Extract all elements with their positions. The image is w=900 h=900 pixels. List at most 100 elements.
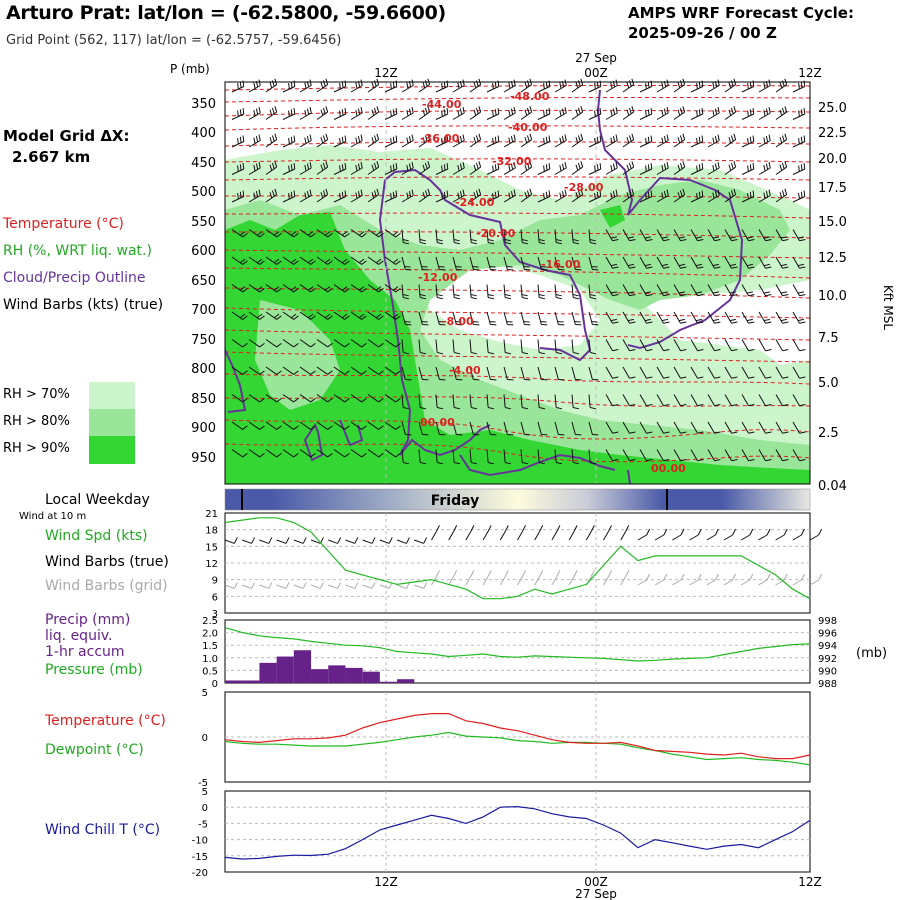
wind-barb: [316, 394, 328, 403]
wind-barb: [265, 194, 277, 203]
wind-barb-feather: [242, 370, 248, 375]
wind-barb: [401, 229, 404, 243]
wind-barb-feather: [610, 82, 613, 89]
wind-barb-feather: [730, 107, 734, 114]
wind-barb: [333, 311, 345, 320]
wind-barb: [605, 167, 618, 175]
wind-barb-feather: [663, 266, 670, 269]
wind-barb-feather: [478, 106, 482, 113]
wind-barb: [299, 85, 312, 93]
wind-barb-feather: [572, 238, 579, 242]
wind-barb-feather: [594, 83, 596, 90]
wind-barb: [537, 168, 550, 175]
isotherm-label: -36.00: [420, 132, 460, 145]
isotherm-label: -8.00: [442, 315, 474, 328]
wind-barb-feather: [395, 190, 398, 197]
wind-barb-feather: [522, 525, 526, 532]
wind-barb-feather: [677, 192, 681, 199]
wind-barb-feather: [612, 266, 619, 269]
legend-wind-barbs: Wind Barbs (kts) (true): [3, 297, 164, 313]
wind-barb-feather: [548, 190, 551, 197]
wind-barb-feather: [561, 163, 565, 170]
wind-barb: [350, 339, 362, 348]
wind-barb: [350, 167, 363, 175]
wind-barb-feather: [779, 109, 783, 116]
wind-barb-feather: [784, 161, 788, 168]
wind-barb-feather: [293, 135, 296, 142]
wind-barb: [673, 256, 681, 269]
wind-barb-feather: [747, 83, 749, 90]
isotherm-label: -40.00: [508, 121, 548, 134]
wind-barb-feather: [714, 573, 719, 581]
wind-barb-feather: [799, 404, 806, 407]
wind-barb-feather: [612, 349, 619, 352]
wind-barb-feather: [784, 188, 788, 195]
isotherm-labels: -48.00 -44.00 -40.00 -36.00 -32.00 -28.0…: [418, 90, 686, 475]
wind-barb-feather: [752, 190, 755, 197]
wind-barb-feather: [748, 404, 755, 407]
wind-barb: [656, 284, 664, 297]
wind-barb: [537, 141, 550, 148]
wind-barb-feather: [302, 582, 307, 589]
wind-barb-feather: [782, 266, 789, 269]
wind-barb: [537, 339, 540, 353]
wind-barb: [690, 256, 698, 269]
wind-barb-feather: [436, 525, 440, 532]
wind-barb-feather: [459, 163, 463, 170]
wind-barb-feather: [293, 342, 299, 348]
wind-barb: [639, 168, 652, 175]
wind-barb-feather: [406, 110, 409, 117]
wind-barb: [282, 449, 294, 458]
wind-barb-feather: [497, 162, 500, 170]
wind-barb-feather: [561, 191, 565, 198]
wind-barb: [486, 86, 499, 93]
wind-barb: [605, 311, 613, 324]
wind-barb: [741, 449, 749, 462]
wind-barb: [706, 534, 716, 541]
wind-barb-feather: [768, 107, 771, 114]
wind-barb: [639, 141, 652, 148]
wind-barb: [367, 311, 379, 320]
wind-barb: [554, 195, 567, 203]
wind-barb: [571, 111, 583, 120]
rh90-pocket: [255, 300, 340, 410]
wind-barb: [316, 229, 328, 238]
wind-barb-feather: [768, 189, 771, 196]
wind-barb-feather: [666, 107, 669, 114]
wind-barb: [248, 421, 260, 430]
wind-barb-feather: [341, 164, 344, 171]
precip-tick-labels: 2.52.01.51.00.50: [202, 616, 218, 690]
wind-barb: [503, 140, 516, 148]
wind-barb-feather: [487, 238, 494, 242]
wind-barb-feather: [271, 135, 275, 142]
wind-barb-feather: [293, 190, 296, 197]
wind-barb-feather: [677, 164, 681, 171]
wind-barb: [775, 311, 783, 324]
wind-barb-feather: [488, 461, 495, 465]
wind-barb-feather: [746, 236, 753, 239]
wind-barb-feather: [763, 192, 766, 199]
wind-barb: [605, 195, 618, 203]
wind-barb-feather: [678, 236, 685, 239]
wind-barb-feather: [273, 258, 280, 264]
wind-barb: [435, 311, 440, 325]
wind-barb-feather: [748, 266, 755, 269]
wind-barb-feather: [749, 191, 752, 198]
wind-barb-feather: [646, 266, 653, 269]
wind-barb: [231, 86, 244, 93]
wind-barb-feather: [628, 190, 632, 197]
wind-barb: [622, 394, 630, 407]
wind-barb: [639, 394, 647, 407]
wind-barb-feather: [763, 165, 766, 172]
wind-barb-feather: [462, 189, 465, 196]
wind-barb-feather: [242, 342, 248, 348]
wind-barb: [418, 256, 423, 270]
wind-barb-feather: [497, 107, 500, 115]
wind-barb-feather: [612, 321, 619, 324]
wind-barb-feather: [765, 404, 772, 407]
wind-barb-feather: [559, 110, 562, 117]
wind-barb: [333, 86, 346, 93]
wind-barb-feather: [594, 110, 596, 117]
wind-barb-feather: [494, 136, 497, 143]
wind-barb-feather: [406, 582, 410, 589]
